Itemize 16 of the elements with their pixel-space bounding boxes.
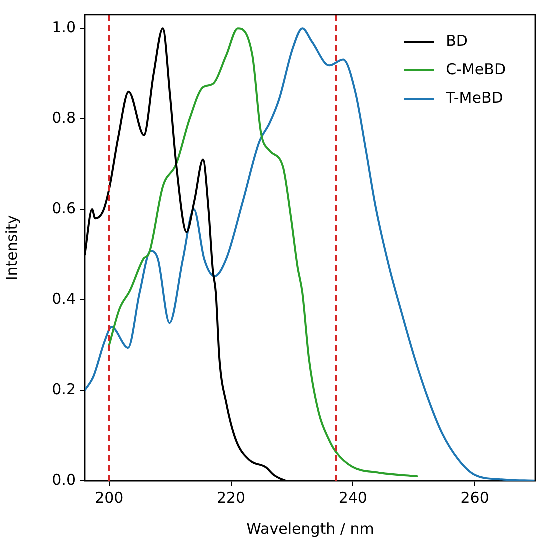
y-tick-label: 0.2 (52, 380, 76, 398)
x-tick-label: 220 (216, 488, 246, 507)
y-tick-label: 0.6 (52, 199, 76, 218)
y-tick-label: 0.4 (52, 290, 76, 308)
legend-label: T-MeBD (445, 88, 504, 107)
x-tick-label: 260 (460, 488, 490, 507)
line-series (108, 28, 418, 478)
x-tick-label: 240 (338, 488, 368, 507)
legend-label: BD (446, 32, 468, 50)
legend-label: C-MeBD (446, 60, 506, 78)
x-tick-label: 200 (95, 488, 124, 507)
y-axis-title: Intensity (2, 215, 21, 281)
x-axis-title: Wavelength / nm (246, 520, 374, 538)
y-tick-label: 0.0 (52, 470, 76, 489)
y-tick-label: 1.0 (52, 18, 76, 36)
y-tick-label: 0.8 (52, 108, 76, 127)
